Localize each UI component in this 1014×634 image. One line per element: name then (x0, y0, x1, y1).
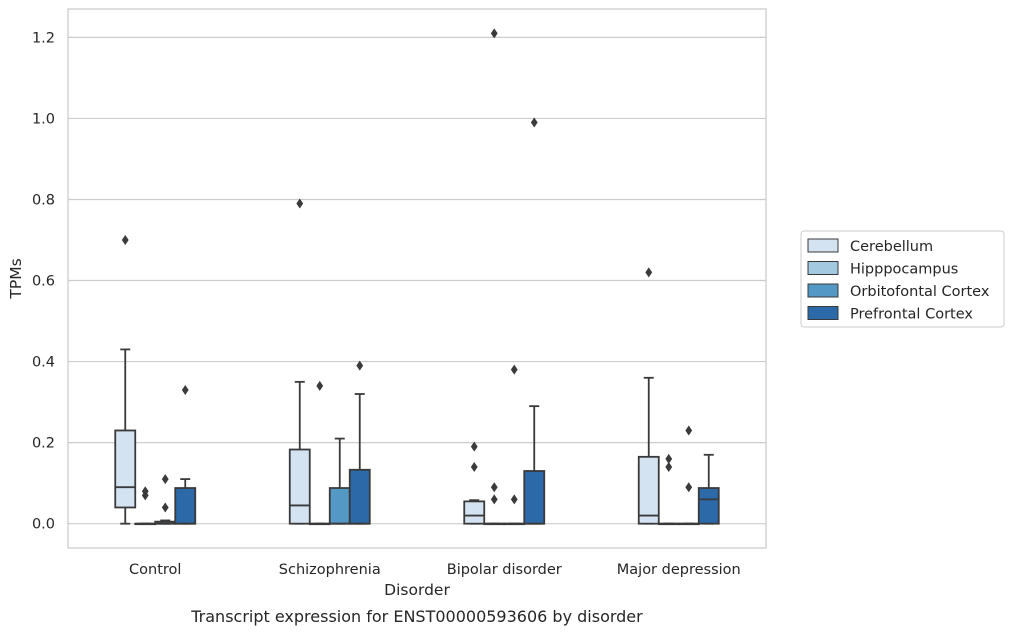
outlier-point (470, 441, 478, 452)
box (503, 364, 526, 526)
outlier-point (141, 486, 149, 497)
legend-item: Cerebellum (807, 238, 933, 255)
legend-label: Orbitofontal Cortex (850, 284, 990, 300)
outlier-point (645, 267, 653, 278)
box-body (288, 448, 311, 525)
outlier-point (470, 461, 478, 472)
box-body (174, 487, 197, 525)
legend-swatch (807, 283, 839, 298)
x-tick-label: Major depression (617, 562, 741, 578)
box (288, 198, 311, 525)
y-tick-label: 1.2 (32, 30, 55, 46)
box-body (114, 429, 137, 509)
chart-caption: Transcript expression for ENST0000059360… (190, 607, 643, 626)
y-tick-label: 0.6 (32, 274, 55, 290)
gridlines (68, 36, 766, 525)
box-body (637, 455, 660, 525)
box (308, 380, 331, 526)
x-axis-label: Disorder (384, 581, 450, 599)
y-tick-label: 0.8 (32, 192, 55, 208)
boxes (114, 28, 720, 526)
legend: Cerebellum Hipppocampus Orbitofontal Corte… (800, 230, 1005, 328)
y-tick-label: 0.0 (32, 517, 55, 533)
legend-item: Prefrontal Cortex (807, 306, 973, 323)
legend-item: Hipppocampus (807, 261, 958, 278)
legend-label: Cerebellum (850, 239, 933, 255)
outlier-point (510, 494, 518, 505)
outlier-point (665, 453, 673, 464)
outlier-point (356, 360, 364, 371)
y-tick-label: 0.2 (32, 436, 55, 452)
box (657, 453, 680, 526)
outlier-point (490, 28, 498, 39)
box (697, 453, 720, 525)
y-tick-label: 0.4 (32, 355, 55, 371)
box-body (328, 487, 351, 525)
outlier-point (685, 425, 693, 436)
legend-label: Prefrontal Cortex (850, 307, 973, 323)
box (328, 437, 351, 525)
legend-swatch (807, 261, 839, 275)
box (114, 235, 137, 525)
x-tick-label: Schizophrenia (279, 562, 381, 578)
y-tick-labels: 0.0 0.2 0.4 0.6 0.8 1.0 1.2 (32, 30, 55, 532)
box-body (523, 470, 546, 525)
outlier-point (490, 494, 498, 505)
box (463, 441, 486, 525)
outlier-point (296, 198, 304, 209)
box (637, 267, 660, 525)
box (174, 384, 197, 525)
outlier-point (121, 235, 129, 245)
box (483, 28, 506, 526)
box (154, 474, 177, 525)
box (348, 360, 371, 525)
legend-swatch (807, 238, 839, 253)
y-axis-label: TPMs (7, 258, 25, 299)
outlier-point (181, 384, 189, 395)
outlier-point (161, 502, 169, 513)
box-body (348, 468, 371, 525)
outlier-point (510, 364, 518, 375)
outlier-point (161, 474, 169, 485)
x-tick-label: Bipolar disorder (447, 562, 562, 578)
outlier-point (316, 380, 324, 391)
outlier-point (665, 461, 673, 472)
outlier-point (685, 482, 693, 493)
box-body (463, 500, 486, 525)
box-body (697, 487, 720, 525)
outlier-point (530, 117, 538, 128)
box (677, 425, 700, 526)
legend-item: Orbitofontal Cortex (807, 283, 990, 300)
legend-label: Hipppocampus (850, 262, 958, 278)
outlier-point (490, 482, 498, 493)
legend-frame (800, 230, 1005, 328)
box (134, 486, 157, 526)
y-tick-label: 1.0 (32, 111, 55, 127)
x-tick-labels: Control Schizophrenia Bipolar disorder Majo… (129, 562, 741, 578)
x-tick-label: Control (129, 562, 181, 578)
legend-swatch (807, 306, 839, 320)
box (523, 117, 546, 525)
plot-frame (67, 8, 767, 549)
